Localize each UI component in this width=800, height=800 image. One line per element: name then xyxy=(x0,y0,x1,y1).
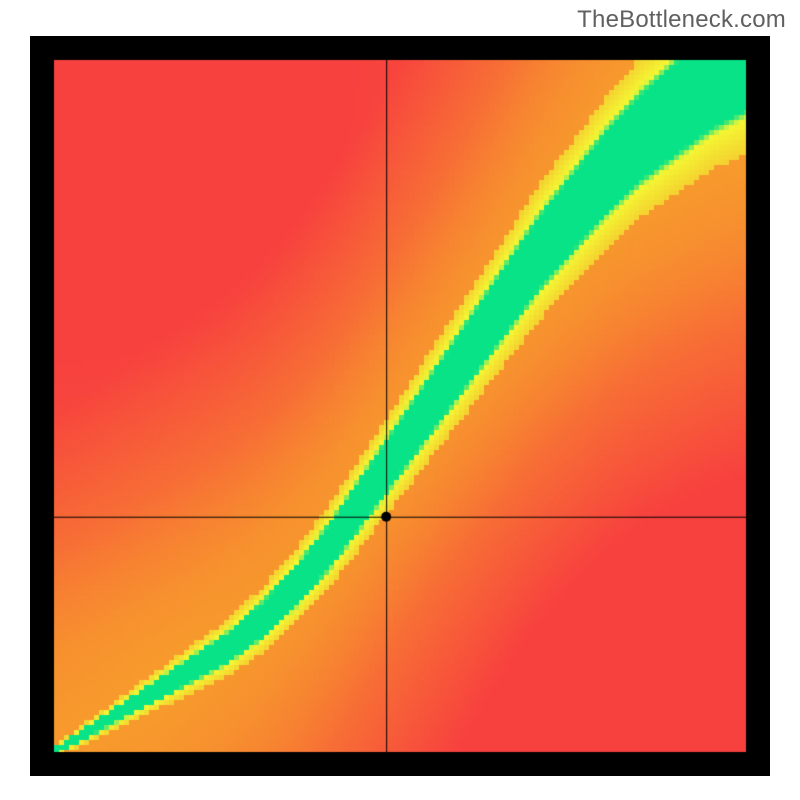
watermark-text: TheBottleneck.com xyxy=(577,6,786,34)
chart-container: TheBottleneck.com xyxy=(0,0,800,800)
heatmap-canvas xyxy=(30,36,770,776)
heatmap-plot xyxy=(30,36,770,776)
